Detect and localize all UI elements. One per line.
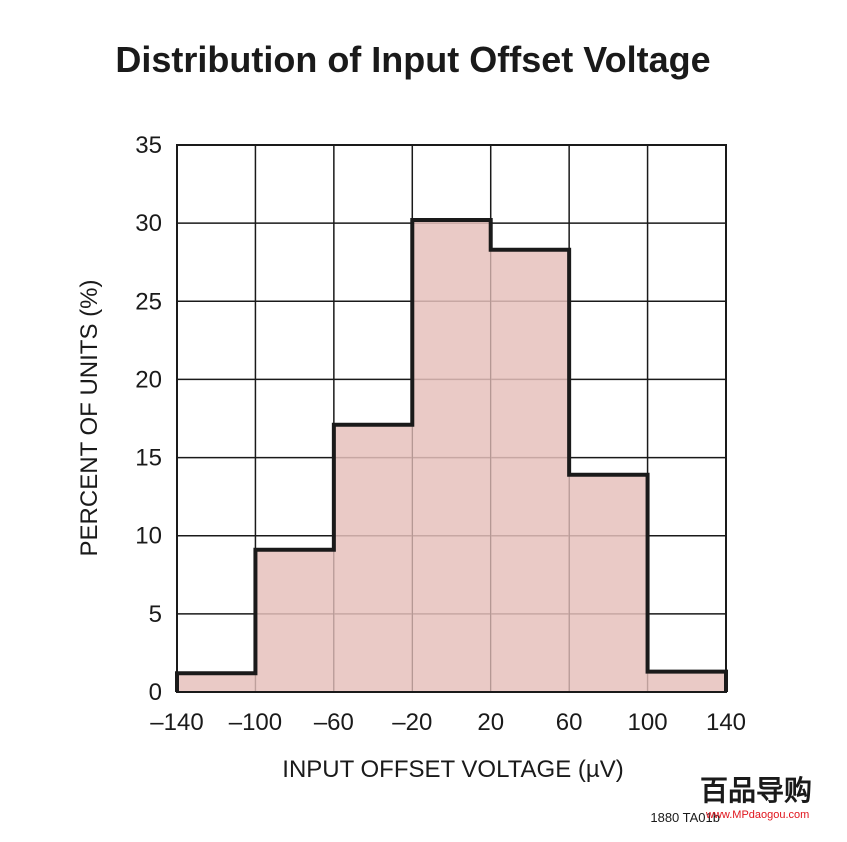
x-tick-label: 100 [628,709,668,736]
histogram-bar [412,220,491,692]
y-tick-label: 30 [135,210,162,237]
histogram-bar [490,249,570,692]
x-tick-label: –100 [229,709,282,736]
watermark: 百品导购 www.MPdaogou.com [700,774,812,821]
y-tick-label: 20 [135,366,162,393]
y-tick-label: 15 [135,445,162,472]
x-tick-label: –60 [314,709,354,736]
histogram-bar [255,549,334,692]
histogram-bar [333,424,413,692]
watermark-text: 百品导购 [700,774,812,807]
watermark-url: www.MPdaogou.com [705,809,809,821]
histogram-bar [647,671,726,692]
plot-frame [176,144,727,693]
histogram-bar [177,673,256,692]
x-tick-label: 20 [477,709,504,736]
y-tick-labels: 0 5 10 15 20 25 30 35 [135,132,162,706]
x-tick-label: –20 [392,709,432,736]
y-tick-label: 25 [135,288,162,315]
x-axis-label: INPUT OFFSET VOLTAGE (µV) [282,756,623,783]
x-tick-label: 60 [556,709,583,736]
histogram-outline [175,218,728,692]
y-tick-label: 10 [135,523,162,550]
y-tick-label: 35 [135,132,162,159]
x-tick-label: 140 [706,709,746,736]
chart-title: Distribution of Input Offset Voltage [115,39,710,80]
histogram-bars [175,218,728,692]
y-tick-label: 0 [149,679,162,706]
y-tick-label: 5 [149,601,162,628]
x-tick-labels: –140 –100 –60 –20 20 60 100 140 [150,709,746,736]
histogram-bar [569,474,648,692]
y-axis-label: PERCENT OF UNITS (%) [76,280,103,557]
figure-code: 1880 TA01b [650,810,720,825]
x-tick-label: –140 [150,709,203,736]
